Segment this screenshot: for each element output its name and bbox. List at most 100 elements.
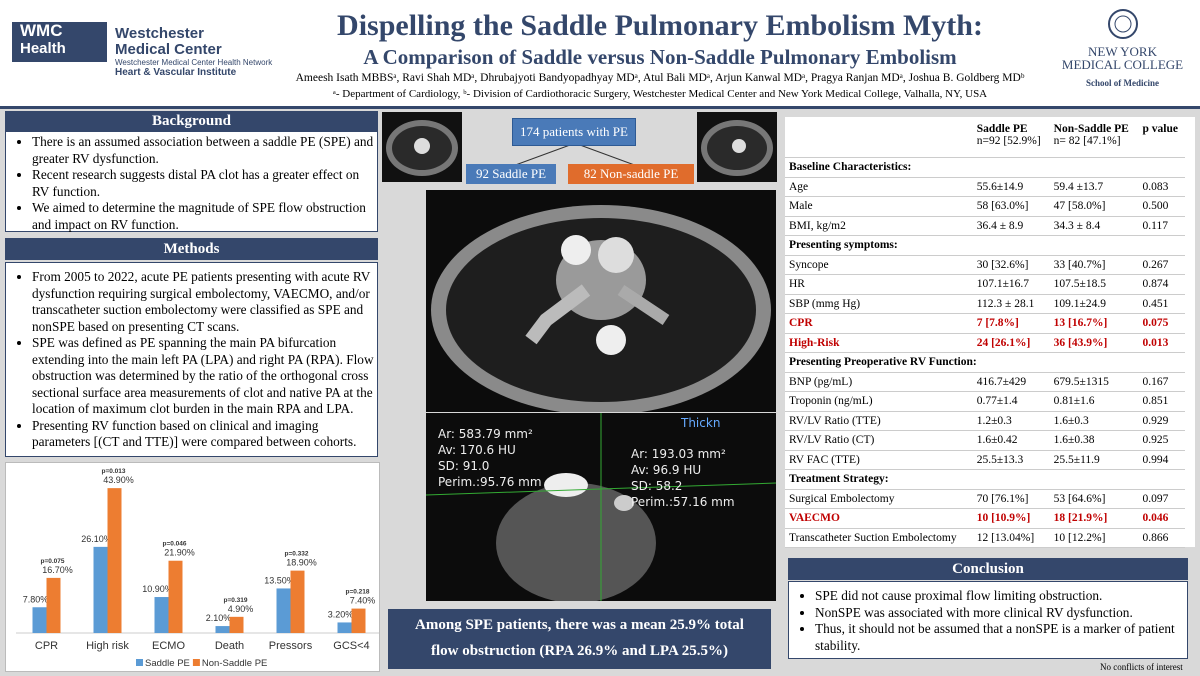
x-tick-label: CPR (35, 640, 58, 652)
title-block: Dispelling the Saddle Pulmonary Embolism… (270, 8, 1050, 102)
cell: High-Risk (785, 333, 973, 353)
x-tick-label: Pressors (269, 640, 313, 652)
cell: 13 [16.7%] (1049, 313, 1139, 334)
cell: 25.5±11.9 (1049, 450, 1139, 470)
ct-measure: SD: 58.2 (631, 479, 682, 493)
x-tick-label: ECMO (152, 640, 185, 652)
value-label: 4.90% (228, 604, 254, 614)
legend-label: Saddle PE (145, 658, 190, 669)
cell: HR (785, 274, 973, 295)
header-name: p value (1142, 123, 1178, 135)
section-cell: Treatment Strategy: (785, 469, 1185, 490)
org-block: Westchester Medical Center Westchester M… (115, 25, 273, 79)
cell: 0.929 (1138, 411, 1185, 431)
ct-measure: Av: 170.6 HU (438, 443, 516, 457)
section-title: Methods (5, 238, 378, 260)
table-row: Baseline Characteristics: (785, 157, 1185, 178)
header-name: Non-Saddle PE (1053, 123, 1129, 135)
logo: WMC Health (12, 22, 107, 62)
affiliations: ᵃ- Department of Cardiology, ᵇ- Division… (332, 88, 988, 100)
org-institute: Heart & Vascular Institute (115, 67, 237, 78)
cell: 0.874 (1138, 274, 1185, 295)
table-row: Presenting Preoperative RV Function: (785, 352, 1185, 373)
p-value: p=0.013 (101, 468, 125, 475)
footer: No conflicts of interest (1100, 662, 1183, 672)
table-row: RV/LV Ratio (CT) 1.6±0.42 1.6±0.38 0.925 (785, 430, 1185, 451)
cell: BNP (pg/mL) (785, 372, 973, 392)
logo-top: WMC (20, 21, 63, 40)
cell: SBP (mmg Hg) (785, 294, 973, 314)
cell: 0.097 (1138, 489, 1185, 509)
org-name: Westchester Medical Center (115, 25, 222, 58)
value-label: 10.90% (142, 584, 173, 594)
bullet: SPE did not cause proximal flow limiting… (815, 588, 1187, 605)
connector (579, 144, 641, 168)
flow-total: 174 patients with PE (512, 118, 636, 146)
cell: 0.500 (1138, 196, 1185, 217)
value-label: 7.80% (23, 594, 49, 604)
table-row: Syncope 30 [32.6%] 33 [40.7%] 0.267 (785, 255, 1185, 275)
logo-bottom: Health (20, 40, 66, 57)
header-sub: n= 82 [47.1%] (1053, 135, 1121, 147)
cell: 59.4 ±13.7 (1049, 177, 1139, 197)
value-label: 7.40% (350, 596, 376, 606)
connector (509, 144, 571, 168)
cell: 1.6±0.38 (1049, 430, 1139, 451)
cell: 18 [21.9%] (1049, 508, 1139, 529)
subtitle: A Comparison of Saddle versus Non-Saddle… (363, 45, 957, 69)
cell: 0.117 (1138, 216, 1185, 236)
cell: 0.77±1.4 (972, 391, 1050, 412)
bullet: There is an assumed association between … (32, 134, 377, 167)
cell: Syncope (785, 255, 973, 275)
header-cell: p value (1138, 117, 1185, 158)
bar (229, 616, 244, 633)
value-label: 2.10% (206, 613, 232, 623)
cell: 12 [13.04%] (972, 528, 1050, 548)
list: SPE did not cause proximal flow limiting… (789, 588, 1187, 654)
cell: 416.7±429 (972, 372, 1050, 392)
cell: 36 [43.9%] (1049, 333, 1139, 353)
cell: 10 [10.9%] (972, 508, 1050, 529)
cell: 55.6±14.9 (972, 177, 1050, 197)
cell: 10 [12.2%] (1049, 528, 1139, 548)
ct-measure: Perim.:95.76 mm (438, 475, 542, 489)
cell: 0.81±1.6 (1049, 391, 1139, 412)
p-value: p=0.218 (345, 589, 369, 596)
legend-label: Non-Saddle PE (202, 658, 267, 669)
cell: RV FAC (TTE) (785, 450, 973, 470)
cell: 1.6±0.42 (972, 430, 1050, 451)
bar (276, 588, 291, 633)
bullet: We aimed to determine the magnitude of S… (32, 200, 377, 233)
table-row: BMI, kg/m2 36.4 ± 8.9 34.3 ± 8.4 0.117 (785, 216, 1185, 236)
ct-image (697, 112, 777, 182)
ct-measure: Av: 96.9 HU (631, 463, 701, 477)
cell: VAECMO (785, 508, 973, 529)
bullet: Presenting RV function based on clinical… (32, 418, 377, 451)
cell: 0.994 (1138, 450, 1185, 470)
value-label: 16.70% (42, 565, 73, 575)
table-row: Troponin (ng/mL) 0.77±1.4 0.81±1.6 0.851 (785, 391, 1185, 412)
flow-nonsaddle: 82 Non-saddle PE (568, 164, 694, 184)
table-row: Age 55.6±14.9 59.4 ±13.7 0.083 (785, 177, 1185, 197)
header-row: Saddle PE n=92 [52.9%] Non-Saddle PE n= 82 … (785, 117, 1185, 158)
cell: Male (785, 196, 973, 217)
org-network: Westchester Medical Center Health Networ… (115, 58, 273, 67)
cell: 109.1±24.9 (1049, 294, 1139, 314)
bar (32, 607, 47, 633)
ct-measure: Ar: 583.79 mm² (438, 427, 533, 441)
bar (337, 622, 352, 633)
p-value: p=0.319 (223, 597, 247, 604)
authors: Ameesh Isath MBBSᵃ, Ravi Shah MDᵃ, Dhrub… (295, 72, 1025, 84)
cell: 53 [64.6%] (1049, 489, 1139, 509)
value-label: 21.90% (164, 548, 195, 558)
cell: Age (785, 177, 973, 197)
cell (785, 117, 973, 158)
bar (215, 626, 230, 633)
cell: 36.4 ± 8.9 (972, 216, 1050, 236)
cell: 0.925 (1138, 430, 1185, 451)
cell: 679.5±1315 (1049, 372, 1139, 392)
cell: 107.5±18.5 (1049, 274, 1139, 295)
methods-box: From 2005 to 2022, acute PE patients pre… (5, 262, 378, 457)
table-row: Presenting symptoms: (785, 235, 1185, 256)
